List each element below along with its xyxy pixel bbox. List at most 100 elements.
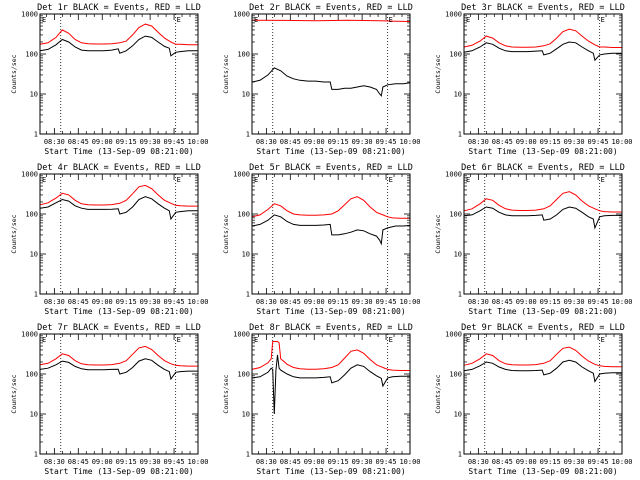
plot-frame [463, 13, 623, 135]
x-tick-label: 09:30 [352, 138, 373, 146]
x-tick-label: 09:30 [140, 138, 161, 146]
x-tick-label: 09:15 [116, 298, 137, 306]
y-tick-label: 100 [25, 371, 38, 379]
x-tick-label: 09:00 [304, 298, 325, 306]
corner-mark-left: E [254, 16, 258, 24]
x-axis-label: Start Time (13-Sep-09 08:21:00) [468, 307, 617, 316]
x-tick-label: 09:15 [328, 298, 349, 306]
y-axis-label: Counts/sec [222, 54, 230, 93]
x-tick-label: 08:30 [256, 298, 277, 306]
x-tick-label: 10:00 [187, 298, 208, 306]
x-tick-label: 09:15 [540, 458, 561, 466]
x-tick-label: 09:00 [92, 138, 113, 146]
corner-mark-right: E [177, 16, 181, 24]
y-tick-label: 1 [34, 291, 38, 299]
x-axis-label: Start Time (13-Sep-09 08:21:00) [256, 307, 405, 316]
panel-title: Det 1r BLACK = Events, RED = LLD [37, 3, 201, 13]
corner-mark-right: E [389, 176, 393, 184]
x-tick-label: 10:00 [611, 458, 632, 466]
events-series-line [39, 35, 198, 57]
panel-title: Det 4r BLACK = Events, RED = LLD [37, 163, 201, 173]
corner-mark-left: E [254, 336, 258, 344]
lld-series-line [463, 28, 622, 48]
corner-mark-right: E [177, 336, 181, 344]
y-tick-label: 1 [246, 451, 250, 459]
x-tick-label: 09:30 [564, 458, 585, 466]
y-tick-label: 10 [454, 411, 462, 419]
x-tick-label: 09:45 [376, 138, 397, 146]
x-tick-label: 09:00 [304, 458, 325, 466]
x-axis-label: Start Time (13-Sep-09 08:21:00) [468, 467, 617, 476]
panel-title: Det 6r BLACK = Events, RED = LLD [461, 163, 625, 173]
x-tick-label: 09:30 [352, 458, 373, 466]
chart-panel-8: Det 8r BLACK = Events, RED = LLD 1 10 100 10… [222, 323, 421, 476]
x-tick-label: 09:45 [164, 298, 185, 306]
y-tick-label: 1000 [21, 171, 38, 179]
x-tick-label: 09:30 [140, 458, 161, 466]
x-axis-label: Start Time (13-Sep-09 08:21:00) [44, 467, 193, 476]
y-tick-label: 1000 [21, 331, 38, 339]
chart-panel-3: Det 3r BLACK = Events, RED = LLD 1 10 100 10… [434, 3, 633, 156]
x-axis-label: Start Time (13-Sep-09 08:21:00) [44, 307, 193, 316]
events-series-line [39, 358, 198, 381]
x-tick-label: 08:45 [68, 138, 89, 146]
x-tick-label: 09:30 [564, 298, 585, 306]
corner-mark-right: E [601, 336, 605, 344]
x-tick-label: 09:00 [516, 458, 537, 466]
x-tick-label: 10:00 [611, 138, 632, 146]
chart-panel-9: Det 9r BLACK = Events, RED = LLD 1 10 100 10… [434, 323, 633, 476]
y-tick-label: 1 [34, 451, 38, 459]
events-series-line [463, 359, 622, 383]
corner-mark-left: E [466, 176, 470, 184]
x-tick-label: 08:30 [468, 458, 489, 466]
lld-series-line [39, 184, 198, 207]
corner-mark-right: E [389, 336, 393, 344]
y-axis-label: Counts/sec [10, 214, 18, 253]
y-axis-label: Counts/sec [10, 54, 18, 93]
corner-mark-right: E [601, 176, 605, 184]
corner-mark-left: E [42, 336, 46, 344]
y-tick-label: 10 [30, 91, 38, 99]
x-tick-label: 10:00 [399, 298, 420, 306]
y-tick-label: 100 [25, 211, 38, 219]
plot-frame [251, 333, 411, 455]
y-tick-label: 100 [449, 371, 462, 379]
plot-frame [251, 13, 411, 135]
y-tick-label: 1 [458, 291, 462, 299]
events-series-line [463, 41, 622, 62]
chart-panel-2: Det 2r BLACK = Events, RED = LLD 1 10 100 10… [222, 3, 421, 156]
corner-mark-left: E [42, 16, 46, 24]
x-tick-label: 09:45 [164, 138, 185, 146]
y-tick-label: 1 [458, 451, 462, 459]
corner-mark-left: E [466, 336, 470, 344]
panel-title: Det 8r BLACK = Events, RED = LLD [249, 323, 413, 333]
panel-title: Det 3r BLACK = Events, RED = LLD [461, 3, 625, 13]
x-tick-label: 08:45 [280, 138, 301, 146]
corner-mark-right: E [601, 16, 605, 24]
plot-frame [39, 13, 199, 135]
x-tick-label: 08:45 [492, 298, 513, 306]
y-axis-label: Counts/sec [434, 54, 442, 93]
lld-series-line [251, 196, 410, 219]
y-tick-label: 10 [454, 251, 462, 259]
x-tick-label: 10:00 [187, 138, 208, 146]
y-tick-label: 100 [237, 51, 250, 59]
x-tick-label: 09:15 [328, 458, 349, 466]
x-tick-label: 09:45 [588, 458, 609, 466]
x-tick-label: 09:30 [564, 138, 585, 146]
panel-title: Det 2r BLACK = Events, RED = LLD [249, 3, 413, 13]
x-axis-label: Start Time (13-Sep-09 08:21:00) [468, 147, 617, 156]
x-tick-label: 09:15 [328, 138, 349, 146]
x-tick-label: 10:00 [611, 298, 632, 306]
chart-panel-1: Det 1r BLACK = Events, RED = LLD 1 10 100 10… [10, 3, 209, 156]
x-tick-label: 09:30 [140, 298, 161, 306]
lld-series-line [251, 341, 410, 371]
plot-frame [39, 333, 199, 455]
chart-panel-6: Det 6r BLACK = Events, RED = LLD 1 10 100 10… [434, 163, 633, 316]
x-tick-label: 08:45 [492, 138, 513, 146]
lld-series-line [463, 346, 622, 368]
x-tick-label: 09:45 [376, 298, 397, 306]
events-series-line [251, 67, 411, 97]
x-axis-label: Start Time (13-Sep-09 08:21:00) [44, 147, 193, 156]
